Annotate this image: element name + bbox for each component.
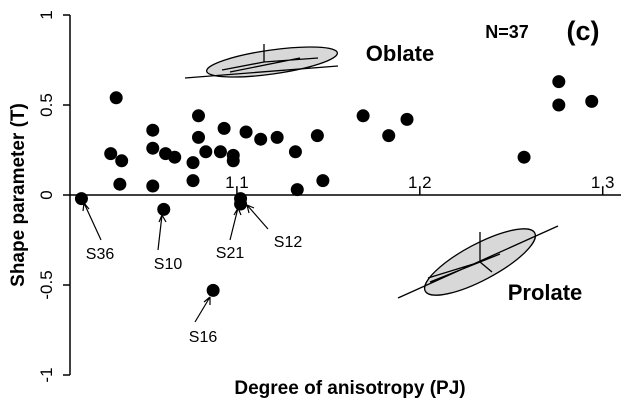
point: [192, 130, 206, 144]
oblate-icon: [184, 44, 339, 79]
point: [290, 183, 304, 197]
x-axis-title: Degree of anisotropy (PJ): [234, 378, 465, 399]
point: [552, 75, 566, 89]
annotation-arrows: [82, 202, 269, 323]
point: [254, 132, 268, 146]
point: [109, 91, 123, 105]
point: [157, 202, 171, 216]
y-tick-label: -0.5: [37, 270, 56, 299]
point: [310, 129, 324, 143]
point: [192, 109, 206, 123]
point: [270, 130, 284, 144]
y-tick-label: 1: [37, 10, 56, 19]
point: [585, 94, 599, 108]
point: [199, 145, 213, 159]
point: [74, 192, 88, 206]
point: [146, 123, 160, 137]
annotation: S21: [216, 245, 245, 262]
point: [552, 98, 566, 112]
point: [226, 154, 240, 168]
point: [382, 129, 396, 143]
point: [288, 145, 302, 159]
y-tick-label: 0.5: [37, 93, 56, 117]
annotation: N=37: [485, 22, 529, 42]
point: [186, 156, 200, 170]
x-tick-label: 1.2: [408, 173, 432, 192]
annotation: S10: [154, 256, 183, 273]
x-tick-label: 1.3: [591, 173, 615, 192]
point: [206, 283, 220, 297]
point: [146, 179, 160, 193]
point: [239, 125, 253, 139]
annotation: S12: [274, 234, 303, 251]
annotation: Oblate: [366, 41, 434, 66]
x-tick-label: 1.1: [225, 173, 249, 192]
point: [146, 141, 160, 155]
point: [356, 109, 370, 123]
annotation: S36: [86, 246, 115, 263]
prolate-icon: [397, 225, 559, 299]
point: [400, 112, 414, 126]
point: [113, 177, 127, 191]
y-tick-label: -1: [37, 367, 56, 382]
annotation: (c): [567, 16, 600, 46]
point: [217, 121, 231, 135]
point: [234, 197, 248, 211]
point: [517, 150, 531, 164]
point: [104, 147, 118, 161]
point: [186, 174, 200, 188]
point: [115, 154, 129, 168]
y-tick-label: 0: [37, 190, 56, 199]
point: [316, 174, 330, 188]
point: [168, 150, 182, 164]
y-axis-title: Shape parameter (T): [8, 103, 29, 287]
point: [213, 145, 227, 159]
annotation: S16: [189, 329, 218, 346]
annotation: Prolate: [508, 280, 583, 305]
